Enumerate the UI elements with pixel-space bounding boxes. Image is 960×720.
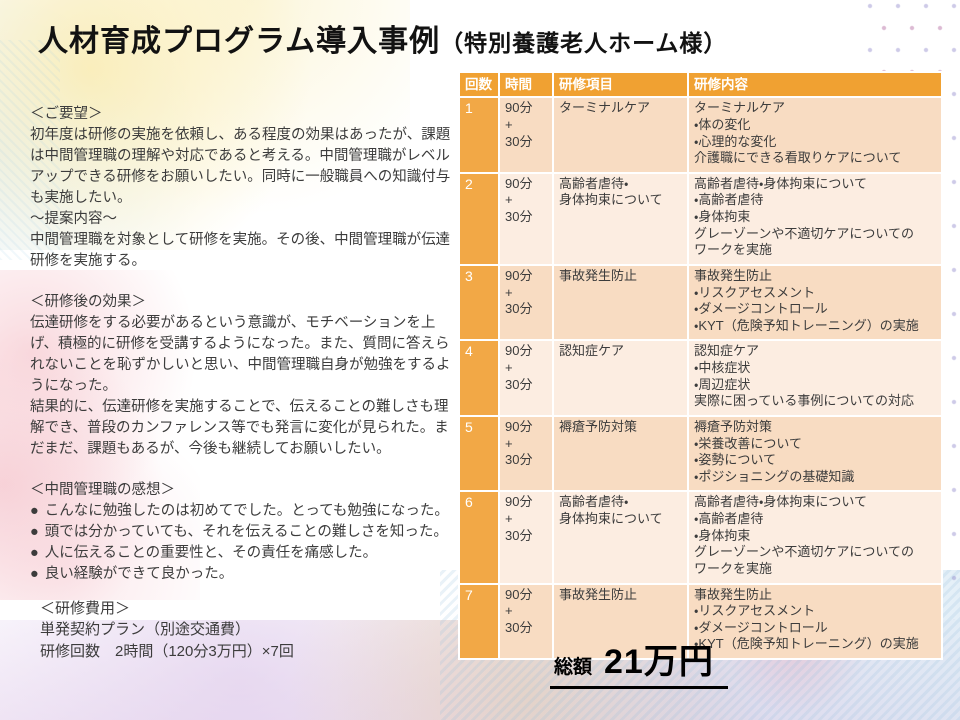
training-item-cell: 事故発生防止 (552, 263, 689, 342)
session-number-cell: 6 (458, 490, 500, 585)
table-row: 2 90分 + 30分 高齢者虐待・ 身体拘束について 高齢者虐待・身体拘束につ… (458, 171, 943, 266)
table-row: 6 90分 + 30分 高齢者虐待・ 身体拘束について 高齢者虐待・身体拘束につ… (458, 490, 943, 585)
bullet-icon: ● (30, 545, 39, 562)
table-row: 4 90分 + 30分 認知症ケア 認知症ケア ・中核症状 ・周辺症状 実際に困… (458, 339, 943, 417)
total-price: 総額 21万円 (550, 634, 728, 689)
session-number-cell: 3 (458, 263, 500, 342)
time-cell: 90分 + 30分 (498, 339, 554, 417)
page-title: 人材育成プログラム導入事例（特別養護老人ホーム様） (38, 16, 727, 60)
table-row: 3 90分 + 30分 事故発生防止 事故発生防止 ・リスクアセスメント ・ダメ… (458, 263, 943, 342)
time-cell: 90分 + 30分 (498, 490, 554, 585)
column-header-time: 時間 (498, 70, 554, 99)
training-content-cell: ターミナルケア ・体の変化 ・心理的な変化 介護職にできる看取りケアについて (687, 96, 943, 174)
cost-detail: 研修回数 2時間（120分3万円）×7回 (40, 642, 294, 660)
feedback-text: 頭では分かっていても、それを伝えることの難しさを知った。 (44, 524, 448, 541)
training-content-cell: 褥瘡予防対策 ・栄養改善について ・姿勢について ・ポジショニングの基礎知識 (687, 414, 943, 493)
feedback-item: ● こんなに勉強したのは初めてでした。とっても勉強になった。 (30, 501, 460, 522)
table-row: 1 90分 + 30分 ターミナルケア ターミナルケア ・体の変化 ・心理的な変… (458, 96, 943, 174)
proposal-heading: ～提案内容～ (30, 211, 117, 228)
table-row: 5 90分 + 30分 褥瘡予防対策 褥瘡予防対策 ・栄養改善について ・姿勢に… (458, 414, 943, 493)
training-content-cell: 事故発生防止 ・リスクアセスメント ・ダメージコントロール ・KYT（危険予知ト… (687, 263, 943, 342)
training-item-cell: 高齢者虐待・ 身体拘束について (552, 490, 689, 585)
feedback-text: こんなに勉強したのは初めてでした。とっても勉強になった。 (44, 503, 449, 520)
time-cell: 90分 + 30分 (498, 171, 554, 266)
cost-heading: ＜研修費用＞ (40, 600, 131, 617)
session-number-cell: 4 (458, 339, 500, 417)
feedback-item: ● 人に伝えることの重要性と、その責任を痛感した。 (30, 543, 460, 564)
bullet-icon: ● (30, 524, 39, 541)
training-content-cell: 高齢者虐待・身体拘束について ・高齢者虐待 ・身体拘束 グレーゾーンや不適切ケア… (687, 171, 943, 266)
bullet-icon: ● (30, 566, 39, 583)
effect-body: 伝達研修をする必要があるという意識が、モチベーションを上げ、積極的に研修を受講す… (30, 315, 451, 458)
total-label: 総額 (554, 657, 593, 678)
training-table-wrap: 回数 時間 研修項目 研修内容 1 90分 + 30分 ターミナルケア ターミナ… (458, 70, 943, 661)
training-content-cell: 高齢者虐待・身体拘束について ・高齢者虐待 ・身体拘束 グレーゾーンや不適切ケア… (687, 490, 943, 585)
training-item-cell: 認知症ケア (552, 339, 689, 417)
training-table: 回数 時間 研修項目 研修内容 1 90分 + 30分 ターミナルケア ターミナ… (458, 70, 943, 661)
feedback-item: ● 頭では分かっていても、それを伝えることの難しさを知った。 (30, 522, 460, 543)
feedback-text: 人に伝えることの重要性と、その責任を痛感した。 (44, 545, 378, 562)
feedback-list: ● こんなに勉強したのは初めてでした。とっても勉強になった。 ● 頭では分かって… (30, 501, 460, 585)
column-header-content: 研修内容 (687, 70, 943, 99)
feedback-heading: ＜中間管理職の感想＞ (30, 482, 175, 499)
page-title-main: 人材育成プログラム導入事例 (38, 25, 441, 58)
proposal-body: 中間管理職を対象として研修を実施。その後、中間管理職が伝達研修を実施する。 (30, 232, 451, 270)
table-header-row: 回数 時間 研修項目 研修内容 (458, 70, 943, 99)
request-body: 初年度は研修の実施を依頼し、ある程度の効果はあったが、課題は中間管理職の理解や対… (30, 127, 451, 207)
feedback-item: ● 良い経験ができて良かった。 (30, 564, 460, 585)
session-number-cell: 1 (458, 96, 500, 174)
time-cell: 90分 + 30分 (498, 414, 554, 493)
cost-block: ＜研修費用＞ 単発契約プラン（別途交通費） 研修回数 2時間（120分3万円）×… (40, 598, 294, 662)
request-heading: ＜ご要望＞ (30, 106, 103, 122)
training-item-cell: 高齢者虐待・ 身体拘束について (552, 171, 689, 266)
session-number-cell: 2 (458, 171, 500, 266)
time-cell: 90分 + 30分 (498, 263, 554, 342)
column-header-session: 回数 (458, 70, 500, 99)
training-table-body: 1 90分 + 30分 ターミナルケア ターミナルケア ・体の変化 ・心理的な変… (458, 96, 943, 661)
cost-plan: 単発契約プラン（別途交通費） (40, 621, 251, 639)
feedback-text: 良い経験ができて良かった。 (44, 566, 234, 583)
training-item-cell: ターミナルケア (552, 96, 689, 174)
total-amount: 21万円 (604, 643, 714, 681)
session-number-cell: 7 (458, 582, 500, 661)
effect-heading: ＜研修後の効果＞ (30, 294, 146, 311)
column-header-item: 研修項目 (552, 70, 689, 99)
training-item-cell: 褥瘡予防対策 (552, 414, 689, 493)
time-cell: 90分 + 30分 (498, 582, 554, 661)
page-title-sub: （特別養護老人ホーム様） (440, 30, 728, 56)
training-content-cell: 認知症ケア ・中核症状 ・周辺症状 実際に困っている事例についての対応 (687, 339, 943, 417)
session-number-cell: 5 (458, 414, 500, 493)
bullet-icon: ● (30, 503, 39, 520)
left-text-column: ＜ご要望＞ 初年度は研修の実施を依頼し、ある程度の効果はあったが、課題は中間管理… (30, 104, 460, 585)
time-cell: 90分 + 30分 (498, 96, 554, 174)
